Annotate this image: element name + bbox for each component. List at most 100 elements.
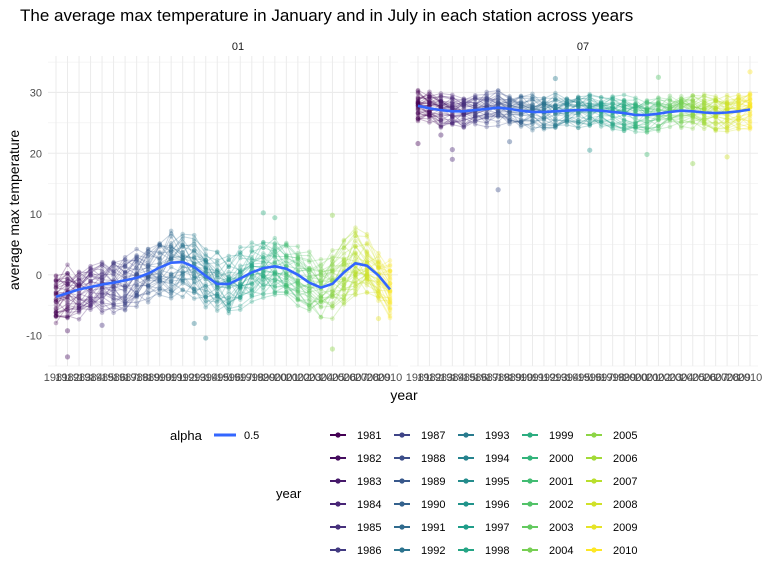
station-point — [122, 264, 128, 270]
station-point — [376, 265, 381, 270]
station-point — [157, 273, 162, 279]
station-line-segment — [274, 271, 287, 288]
station-point — [353, 271, 358, 277]
station-line-segment — [55, 315, 68, 319]
station-line-segment — [67, 279, 80, 284]
station-point — [134, 265, 139, 270]
legend-item-1994: 1994 — [458, 453, 509, 465]
station-point — [364, 269, 370, 274]
station-line-segment — [90, 291, 103, 302]
station-line-segment — [343, 265, 356, 285]
station-line-segment — [147, 285, 160, 294]
station-line-segment — [262, 256, 276, 268]
station-point — [65, 299, 70, 305]
station-point — [295, 278, 301, 283]
station-line-segment — [148, 262, 160, 266]
station-point — [53, 313, 59, 319]
station-line-segment — [297, 298, 310, 305]
station-line-segment — [78, 268, 91, 281]
station-point — [272, 252, 278, 258]
y-tick-label: 0 — [36, 270, 42, 282]
station-point — [145, 265, 151, 271]
station-point — [191, 273, 197, 278]
station-point — [65, 262, 70, 268]
station-point — [203, 287, 209, 293]
station-point — [191, 286, 197, 292]
station-line-segment — [263, 283, 275, 288]
station-point — [318, 257, 324, 262]
station-point — [633, 126, 638, 131]
station-point — [157, 287, 162, 292]
station-line-segment — [297, 264, 310, 273]
station-line-segment — [170, 283, 184, 294]
station-line-segment — [355, 265, 368, 280]
station-line-segment — [366, 259, 379, 269]
station-point — [495, 88, 501, 93]
station-point — [307, 285, 312, 291]
station-point — [249, 294, 255, 300]
station-line-segment — [228, 291, 241, 305]
station-point — [237, 250, 243, 255]
station-point — [376, 250, 381, 256]
station-line-segment — [193, 257, 207, 269]
station-point — [65, 314, 70, 320]
station-point — [122, 295, 128, 300]
station-point — [387, 281, 393, 287]
y-tick-label: -10 — [26, 331, 42, 343]
station-point — [690, 97, 696, 103]
outlier-point — [99, 322, 105, 328]
station-point — [376, 295, 381, 301]
station-line-segment — [378, 291, 391, 300]
station-line-segment — [320, 294, 333, 303]
station-point — [76, 277, 82, 283]
station-line-segment — [355, 268, 368, 273]
station-point — [53, 290, 59, 296]
station-line-segment — [147, 280, 160, 288]
legend-year-label: 1981 — [357, 430, 381, 442]
station-line-segment — [239, 282, 253, 296]
legend-key-point — [463, 478, 469, 484]
station-point — [249, 263, 255, 269]
station-point — [65, 294, 70, 300]
station-point — [330, 262, 335, 268]
legend-item-1995: 1995 — [458, 476, 509, 488]
legend-year-label: 2004 — [549, 545, 573, 557]
station-line-segment — [274, 254, 287, 276]
station-point — [284, 254, 289, 260]
legend-key-point — [527, 455, 533, 461]
station-line-segment — [193, 269, 207, 280]
station-line-segment — [125, 283, 137, 288]
station-point — [237, 297, 243, 302]
station-line-segment — [309, 295, 322, 306]
facet-panel-01 — [48, 56, 398, 367]
station-point — [168, 257, 174, 263]
station-point — [122, 293, 128, 299]
station-line-segment — [159, 256, 172, 264]
station-point — [180, 281, 185, 286]
station-line-segment — [274, 271, 287, 275]
station-point — [180, 287, 185, 293]
station-point — [318, 272, 324, 278]
station-line-segment — [101, 291, 114, 297]
station-point — [145, 284, 151, 289]
station-point — [122, 283, 128, 289]
legend-year-label: 1985 — [357, 522, 381, 534]
legend-key-point — [399, 501, 405, 507]
station-line-segment — [286, 258, 299, 264]
station-point — [633, 95, 638, 101]
station-point — [88, 288, 93, 293]
station-point — [307, 288, 312, 294]
station-point — [168, 293, 174, 298]
station-point — [76, 277, 82, 283]
station-point — [53, 305, 59, 311]
station-point — [353, 291, 358, 297]
station-point — [272, 235, 278, 241]
station-line-segment — [332, 271, 345, 280]
station-point — [145, 274, 151, 280]
station-point — [376, 260, 381, 265]
station-line-segment — [320, 285, 333, 298]
station-line-segment — [274, 274, 287, 281]
station-point — [249, 288, 255, 293]
station-line-segment — [170, 274, 183, 282]
station-point — [341, 293, 347, 298]
